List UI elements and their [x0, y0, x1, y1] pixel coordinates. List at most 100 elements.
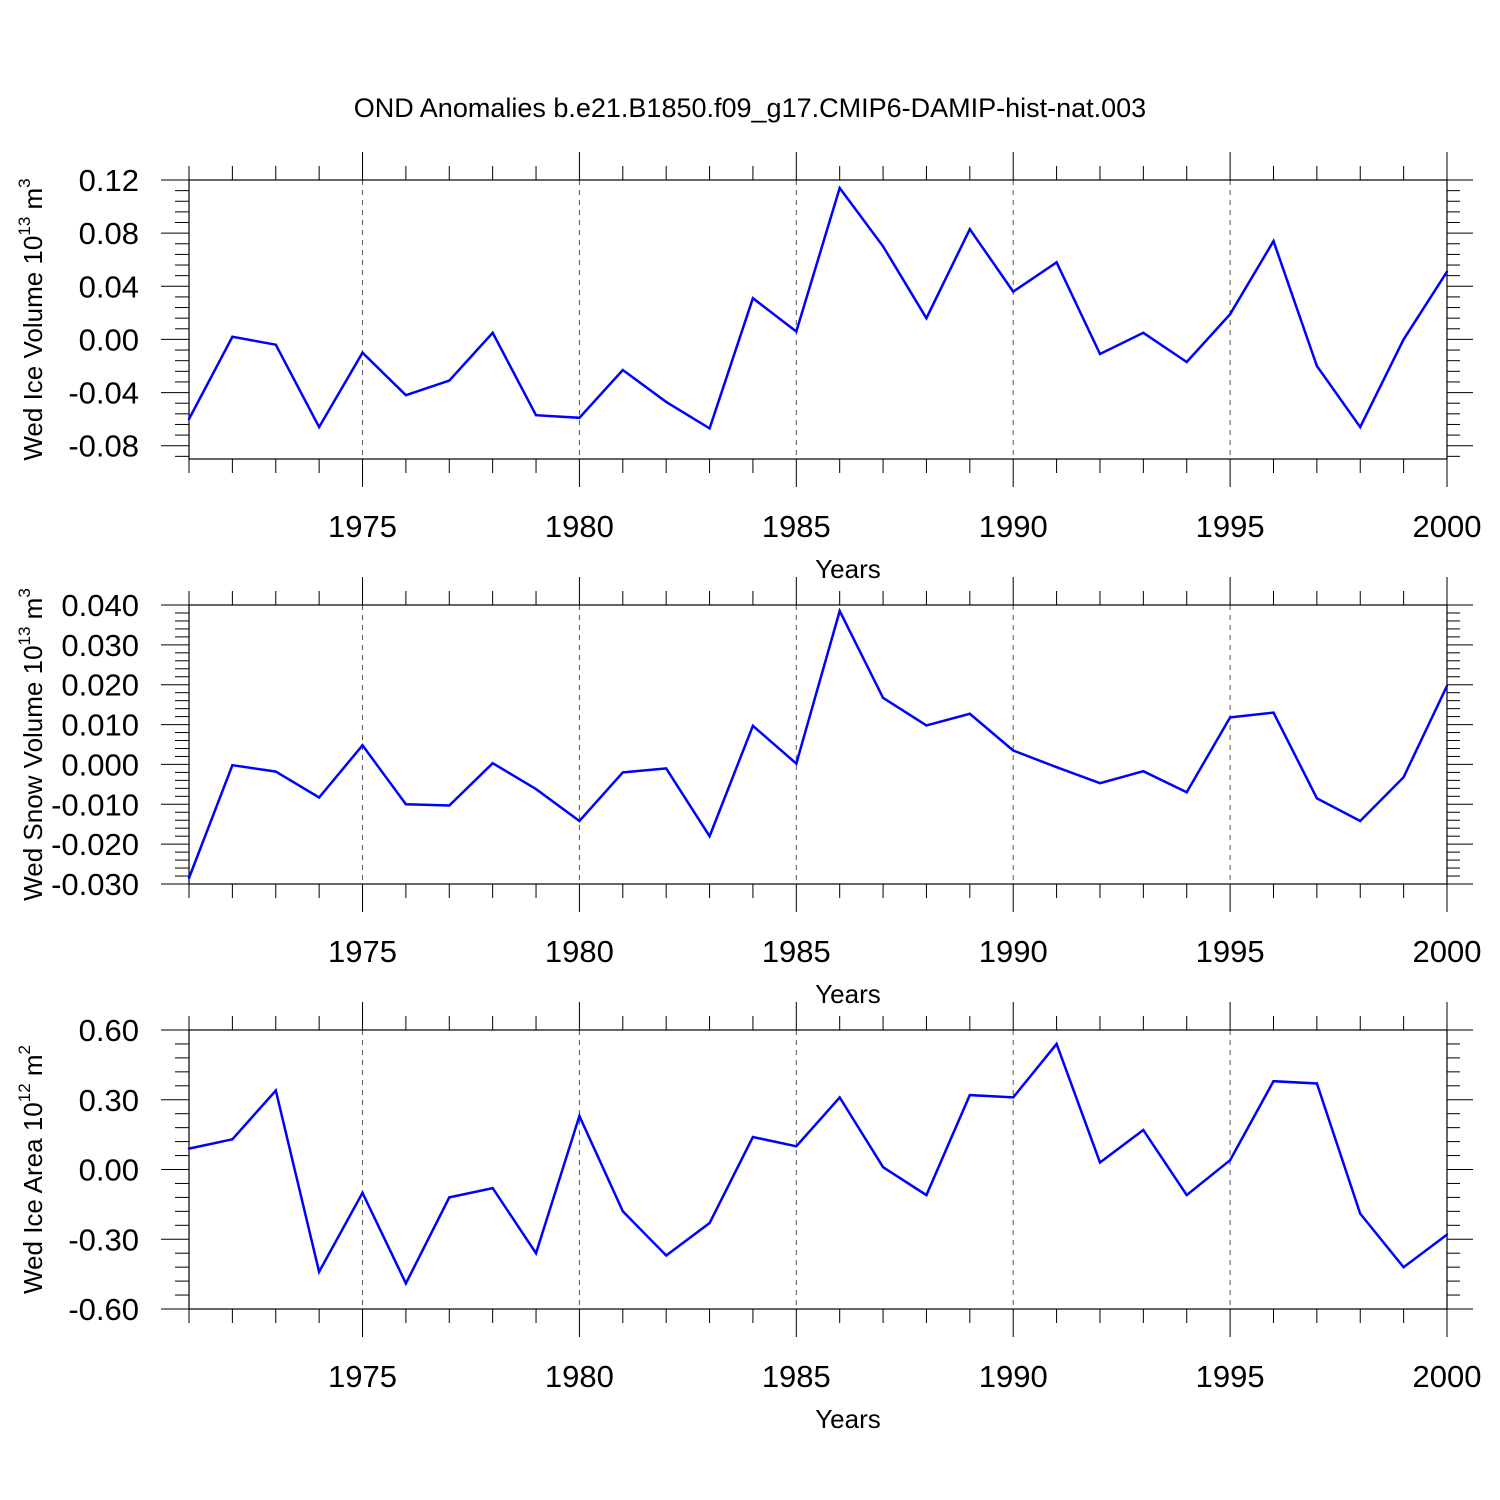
data-point: [708, 1221, 711, 1225]
data-point: [187, 876, 191, 880]
y-tick-label: -0.04: [68, 376, 139, 411]
y-axis-label-unit: m: [18, 188, 48, 217]
series-line: [187, 185, 1449, 431]
data-point: [925, 316, 928, 320]
data-point: [708, 427, 711, 430]
data-point: [404, 803, 408, 806]
data-point: [578, 416, 581, 420]
data-point: [751, 1135, 755, 1139]
data-point: [664, 400, 668, 404]
y-axis-label-unit: m: [18, 1054, 48, 1083]
data-point: [1402, 775, 1405, 779]
x-tick-label: 1990: [979, 1359, 1048, 1394]
y-tick-label: 0.60: [79, 1013, 139, 1048]
data-point: [231, 335, 234, 338]
data-point: [1055, 261, 1058, 264]
data-point: [317, 425, 321, 429]
data-point: [1012, 749, 1015, 752]
x-tick-label: 1985: [762, 1359, 831, 1394]
data-point: [621, 771, 624, 774]
y-tick-label: -0.030: [51, 867, 139, 902]
y-tick-label: 0.00: [79, 1153, 139, 1188]
data-point: [1272, 1079, 1275, 1083]
data-point: [1228, 1159, 1232, 1162]
x-tick-label: 1975: [328, 509, 397, 544]
y-tick-label: -0.020: [51, 827, 139, 862]
series-line: [187, 607, 1449, 879]
data-point: [578, 819, 581, 823]
data-point: [1315, 797, 1319, 800]
data-point: [534, 787, 538, 791]
y-tick-label: 0.00: [79, 322, 139, 357]
y-axis-label-unit-exponent: 3: [15, 588, 34, 597]
x-tick-label: 1995: [1196, 934, 1265, 969]
y-tick-label: 0.30: [79, 1083, 139, 1118]
data-point: [1272, 239, 1275, 243]
data-point: [968, 1093, 972, 1097]
data-point: [1012, 1096, 1015, 1099]
data-point: [1185, 360, 1188, 364]
data-point: [361, 351, 364, 354]
chart-title: OND Anomalies b.e21.B1850.f09_g17.CMIP6-…: [354, 93, 1146, 123]
y-tick-label: -0.08: [68, 429, 139, 464]
data-point: [1359, 425, 1362, 429]
x-axis-label: Years: [815, 979, 881, 1009]
y-axis-label-exponent: 12: [15, 1083, 34, 1102]
data-point: [1315, 364, 1319, 368]
y-axis-label-main: Wed Ice Volume 10: [18, 236, 48, 461]
data-point: [361, 744, 364, 747]
data-point: [881, 1165, 885, 1169]
data-point: [838, 186, 841, 190]
data-point: [274, 343, 277, 346]
y-tick-label: 0.040: [61, 588, 139, 623]
data-point: [534, 413, 538, 417]
y-tick-label: 0.000: [61, 747, 139, 782]
data-point: [1315, 1082, 1319, 1085]
data-point: [1142, 1128, 1145, 1132]
data-point: [664, 767, 668, 770]
x-tick-label: 1995: [1196, 1359, 1265, 1394]
y-axis-label-exponent: 13: [15, 217, 34, 236]
y-tick-label: -0.60: [68, 1292, 139, 1327]
data-point: [404, 1282, 408, 1285]
data-point: [448, 379, 451, 382]
x-tick-label: 1990: [979, 934, 1048, 969]
x-tick-label: 2000: [1413, 509, 1482, 544]
data-point: [1445, 270, 1449, 273]
series-line: [188, 1041, 1448, 1287]
data-point: [881, 696, 885, 700]
data-point: [968, 712, 972, 716]
x-axis-label: Years: [815, 554, 881, 584]
data-point: [1359, 1212, 1362, 1215]
y-tick-label: 0.030: [61, 628, 139, 663]
y-tick-label: 0.04: [79, 269, 139, 304]
y-axis-label: Wed Ice Volume 1013 m3: [15, 178, 48, 460]
data-point: [404, 394, 408, 397]
data-point: [795, 762, 798, 765]
y-tick-label: 0.12: [79, 163, 139, 198]
panel-ice-area: -0.60 -0.30 0.00 0.30 0.60 1975 1980 1985 1990 19…: [15, 1002, 1481, 1434]
data-point: [1055, 766, 1058, 769]
x-tick-label: 2000: [1413, 934, 1482, 969]
data-point: [751, 297, 755, 300]
data-point: [1272, 711, 1275, 714]
data-point: [1055, 1042, 1058, 1046]
data-point: [1228, 716, 1232, 719]
y-tick-label: 0.020: [61, 668, 139, 703]
data-point: [795, 1145, 798, 1148]
plot-frame: [188, 604, 1448, 885]
data-point: [187, 1147, 191, 1150]
y-axis-label-exponent: 13: [15, 627, 34, 646]
data-point: [795, 330, 798, 333]
data-point: [448, 804, 451, 807]
data-point: [1402, 1265, 1405, 1269]
data-point: [925, 724, 928, 727]
data-point: [664, 1254, 668, 1257]
y-tick-label: -0.30: [68, 1222, 139, 1257]
data-point: [1359, 819, 1362, 823]
data-point: [1098, 1161, 1102, 1164]
x-tick-label: 1995: [1196, 509, 1265, 544]
data-point: [578, 1114, 581, 1118]
y-tick-label: -0.010: [51, 787, 139, 822]
